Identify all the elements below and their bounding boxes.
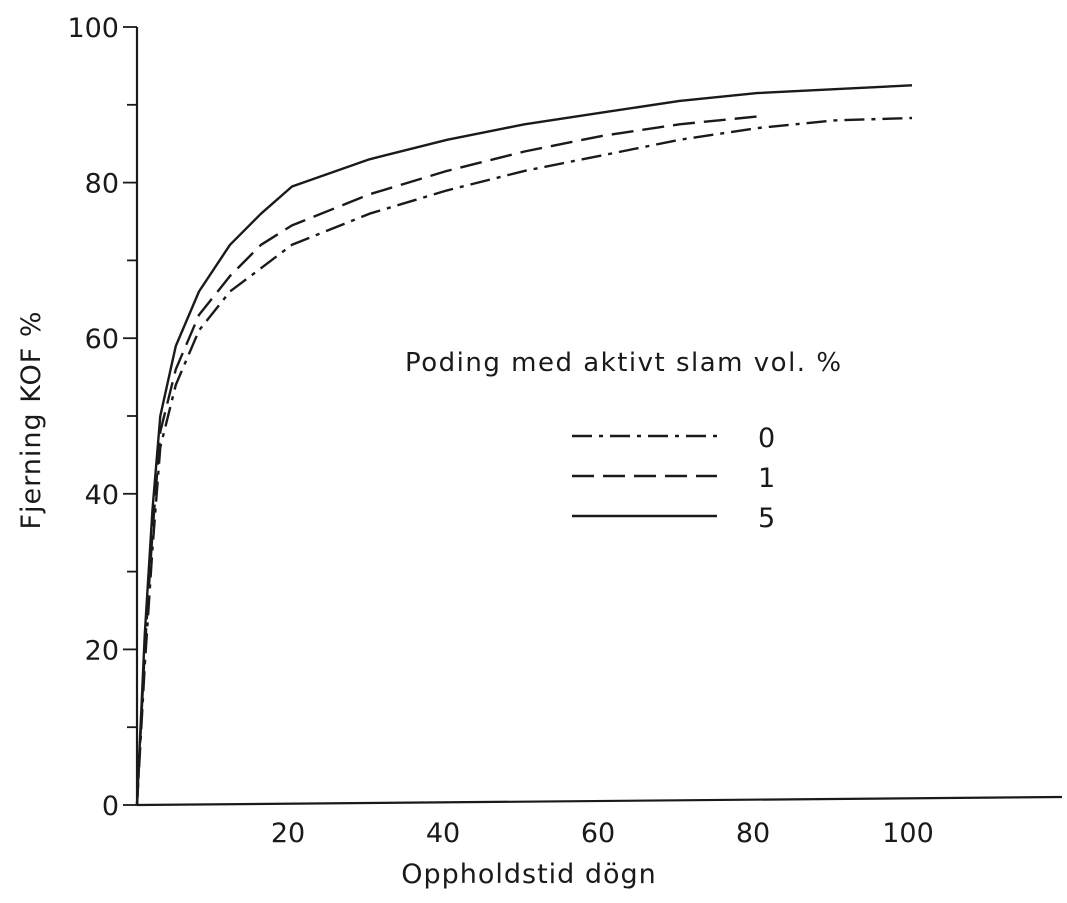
- series-line-1: [135, 115, 758, 806]
- x-tick-label: 40: [426, 818, 460, 849]
- y-tick-label: 80: [85, 169, 119, 200]
- y-tick-label: 0: [102, 791, 119, 822]
- series-group: [135, 84, 913, 806]
- y-tick-label: 60: [85, 324, 119, 355]
- y-axis-title: Fjerning KOF %: [16, 311, 47, 530]
- legend-label-1: 1: [758, 463, 775, 494]
- x-tick-label: 100: [882, 818, 934, 849]
- legend-entries: 0 1 5: [572, 423, 775, 534]
- x-tick-label: 60: [581, 818, 615, 849]
- series-line-0: [135, 116, 913, 806]
- legend-title: Poding med aktivt slam vol. %: [405, 348, 843, 378]
- legend-label-5: 5: [758, 503, 775, 534]
- legend-label-0: 0: [758, 423, 775, 454]
- x-ticks: 20 40 60 80 100: [271, 818, 934, 849]
- x-tick-label: 20: [271, 818, 305, 849]
- x-axis: [136, 795, 1063, 807]
- legend: Poding med aktivt slam vol. % 0 1 5: [405, 348, 843, 534]
- y-tick-label: 20: [85, 635, 119, 666]
- axes: [135, 27, 1063, 807]
- y-ticks: 0 20 40 60 80 100: [67, 13, 137, 822]
- series-line-5: [135, 84, 913, 806]
- x-axis-title: Oppholdstid dögn: [401, 859, 657, 890]
- y-tick-label: 100: [67, 13, 119, 44]
- x-tick-label: 80: [736, 818, 770, 849]
- y-tick-label: 40: [85, 480, 119, 511]
